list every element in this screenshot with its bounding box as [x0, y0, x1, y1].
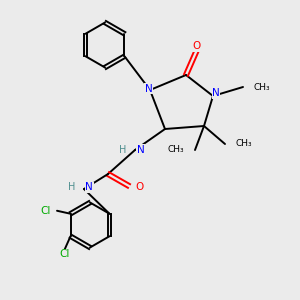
Text: H: H [119, 145, 127, 155]
Text: Cl: Cl [40, 206, 51, 216]
Text: H: H [68, 182, 76, 193]
Text: O: O [135, 182, 143, 193]
Text: CH₃: CH₃ [254, 82, 270, 91]
Text: Cl: Cl [59, 249, 70, 259]
Text: N: N [136, 145, 144, 155]
Text: CH₃: CH₃ [236, 140, 252, 148]
Text: N: N [145, 83, 152, 94]
Text: O: O [192, 41, 201, 52]
Text: CH₃: CH₃ [168, 146, 184, 154]
Text: N: N [85, 182, 93, 193]
Text: N: N [212, 88, 220, 98]
